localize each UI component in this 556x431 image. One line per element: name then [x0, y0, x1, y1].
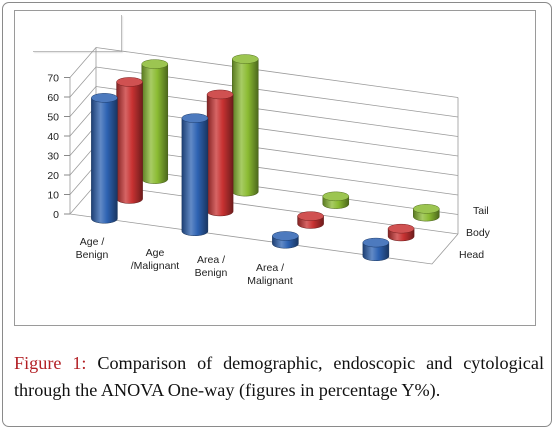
bar-tail-1 — [141, 59, 169, 184]
x-tick-label: Age/Malignant — [131, 247, 180, 272]
bar-top — [272, 231, 299, 241]
bar-body — [181, 117, 209, 236]
bar-body-1 — [116, 77, 143, 204]
x-tick-label: Area / Benign — [195, 254, 228, 279]
bar-top — [116, 77, 143, 87]
bars — [91, 54, 440, 261]
y-tick-label: 70 — [47, 73, 59, 85]
bar-body-2 — [206, 89, 234, 217]
bar-body — [91, 97, 118, 224]
bar-top — [297, 211, 324, 221]
bar-head-4 — [362, 237, 390, 261]
bar-body — [116, 81, 143, 204]
figure-caption-text: Comparison of demographic, endoscopic an… — [14, 353, 544, 400]
bar-tail-2 — [232, 54, 259, 197]
figure-label: Figure 1: — [14, 353, 87, 373]
depth-label: Head — [459, 249, 484, 261]
bar-top — [206, 89, 234, 100]
bar-body — [362, 242, 390, 261]
bar-top — [413, 204, 440, 214]
y-tick-label: 50 — [47, 112, 59, 124]
bar-body-4 — [387, 223, 415, 242]
x-tick-labels: Age / Benign Age/Malignant Area / Benign Area… — [76, 236, 293, 287]
bar-top — [362, 237, 390, 248]
depth-label: Body — [466, 227, 491, 239]
bar-head-3 — [272, 231, 299, 249]
y-tick-label: 40 — [47, 131, 59, 143]
figure-caption: Figure 1: Comparison of demographic, end… — [14, 350, 544, 404]
bar-top — [91, 93, 118, 103]
bar-body — [232, 58, 259, 197]
bar-head-2 — [181, 113, 209, 236]
x-tick-label: Age / Benign — [76, 236, 109, 261]
legend-box — [33, 15, 122, 52]
depth-labels: Head Body Tail — [459, 205, 491, 261]
y-tick-label: 30 — [47, 151, 59, 163]
bar-tail-3 — [322, 191, 350, 209]
bar-body — [141, 63, 169, 184]
bar-top — [322, 191, 350, 202]
bar-top — [232, 54, 259, 64]
bar-body — [206, 94, 234, 217]
bar-top — [141, 59, 169, 69]
bar-head-1 — [91, 93, 118, 224]
bar-top — [387, 223, 415, 234]
y-tick-label: 20 — [47, 170, 59, 182]
y-tick-label: 0 — [53, 209, 59, 221]
bar-top — [181, 113, 209, 123]
x-tick-label: Area / Malignant — [247, 262, 293, 287]
y-tick-label: 60 — [47, 92, 59, 104]
bar-tail-4 — [413, 204, 440, 222]
y-tick-label: 10 — [47, 190, 59, 202]
depth-label: Tail — [473, 205, 489, 217]
y-tick-labels: 0 10 20 30 40 50 60 70 — [47, 73, 70, 221]
bar-body-3 — [297, 211, 324, 229]
